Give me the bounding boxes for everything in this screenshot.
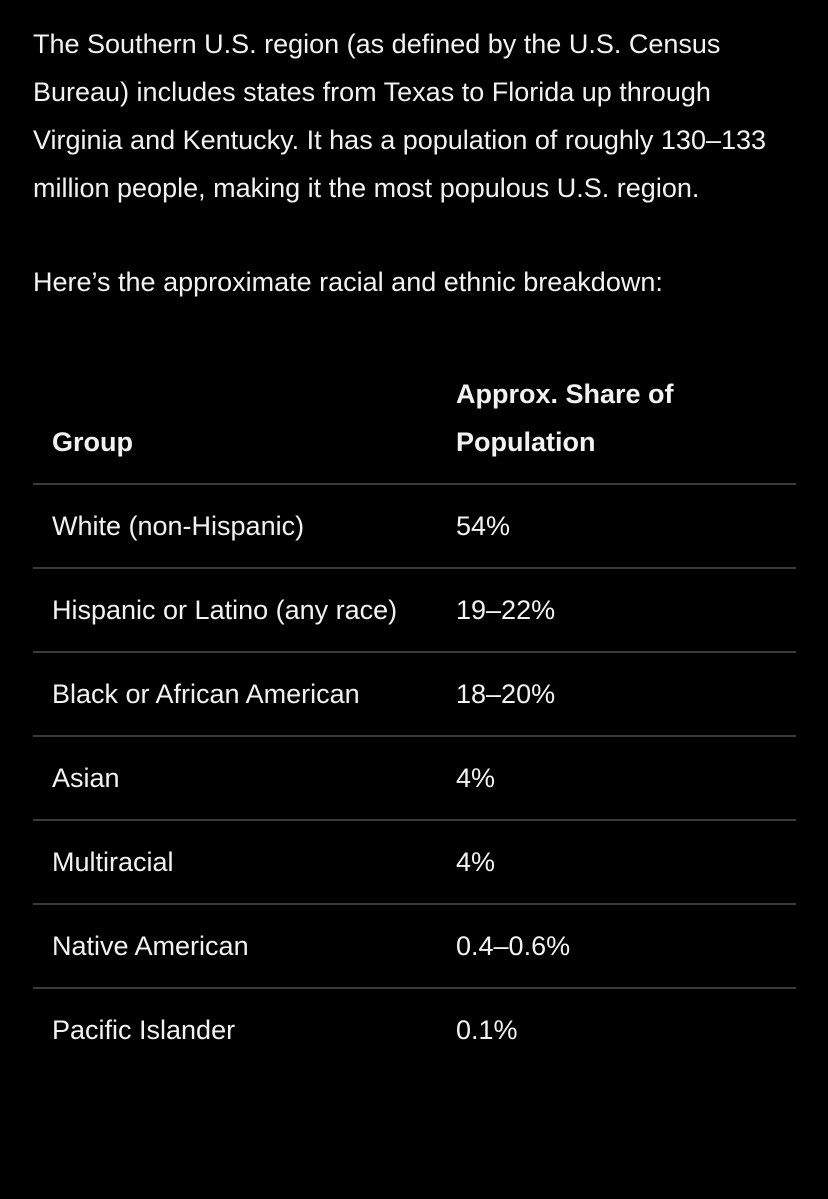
share-cell: 18–20% bbox=[437, 651, 796, 736]
table-row: White (non-Hispanic) 54% bbox=[33, 483, 796, 568]
table-row: Asian 4% bbox=[33, 735, 796, 820]
table-row: Pacific Islander 0.1% bbox=[33, 987, 796, 1071]
header-cell: Group bbox=[52, 427, 133, 457]
table-row: Hispanic or Latino (any race) 19–22% bbox=[33, 567, 796, 652]
group-cell: Native American bbox=[33, 903, 437, 988]
group-cell: Asian bbox=[33, 735, 437, 820]
share-cell: 4% bbox=[437, 735, 796, 820]
content: The Southern U.S. region (as defined by … bbox=[33, 29, 796, 1071]
header-cell: Approx. Share of Population bbox=[456, 379, 674, 457]
paragraph: Here’s the approximate racial and ethnic… bbox=[33, 267, 663, 297]
share-cell: 19–22% bbox=[437, 567, 796, 652]
table-head: Group Approx. Share of Population bbox=[33, 370, 796, 484]
share-cell: 0.1% bbox=[437, 987, 796, 1071]
group-cell: Black or African American bbox=[33, 651, 437, 736]
share-cell: 54% bbox=[437, 483, 796, 568]
group-cell: Pacific Islander bbox=[33, 987, 437, 1071]
header-row: Group Approx. Share of Population bbox=[33, 370, 796, 484]
group-cell: Multiracial bbox=[33, 819, 437, 904]
table-body: White (non-Hispanic) 54% Hispanic or Latin… bbox=[33, 483, 796, 1071]
share-cell: 0.4–0.6% bbox=[437, 903, 796, 988]
share-cell: 4% bbox=[437, 819, 796, 904]
table-row: Native American 0.4–0.6% bbox=[33, 903, 796, 988]
breakdown-table: Group Approx. Share of Population White … bbox=[33, 370, 796, 1071]
table-row: Black or African American 18–20% bbox=[33, 651, 796, 736]
group-cell: Hispanic or Latino (any race) bbox=[33, 567, 437, 652]
table-row: Multiracial 4% bbox=[33, 819, 796, 904]
group-cell: White (non-Hispanic) bbox=[33, 483, 437, 568]
paragraph: The Southern U.S. region (as defined by … bbox=[33, 29, 767, 203]
